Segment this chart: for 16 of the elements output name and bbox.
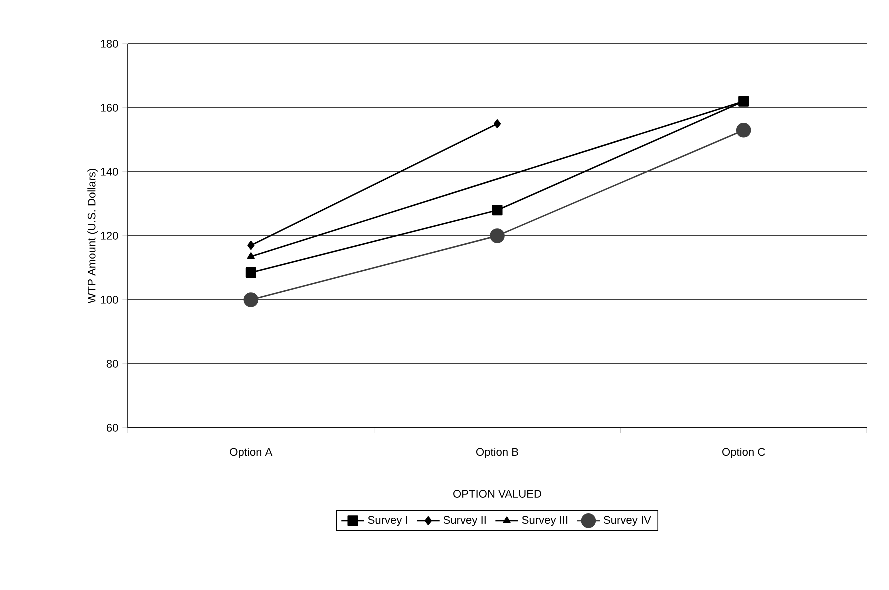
y-tick-label: 100 [101,296,118,304]
y-axis-title: WTP Amount (U.S. Dollars) [88,169,98,304]
y-tick-label: 140 [101,168,118,176]
legend-label: Survey II [444,516,486,526]
x-tick-label: Option B [476,448,518,458]
x-tick-label: Option C [722,448,766,458]
legend-label: Survey III [522,516,568,526]
y-tick-label: 120 [101,232,118,240]
x-axis-title: OPTION VALUED [454,490,542,498]
y-tick-label: 60 [106,424,118,432]
y-tick-label: 80 [106,360,118,368]
y-tick-label: 180 [101,40,118,48]
legend-label: Survey I [368,516,408,526]
legend-label: Survey IV [604,516,652,526]
x-tick-label: Option A [230,448,273,458]
y-tick-label: 160 [101,104,118,112]
